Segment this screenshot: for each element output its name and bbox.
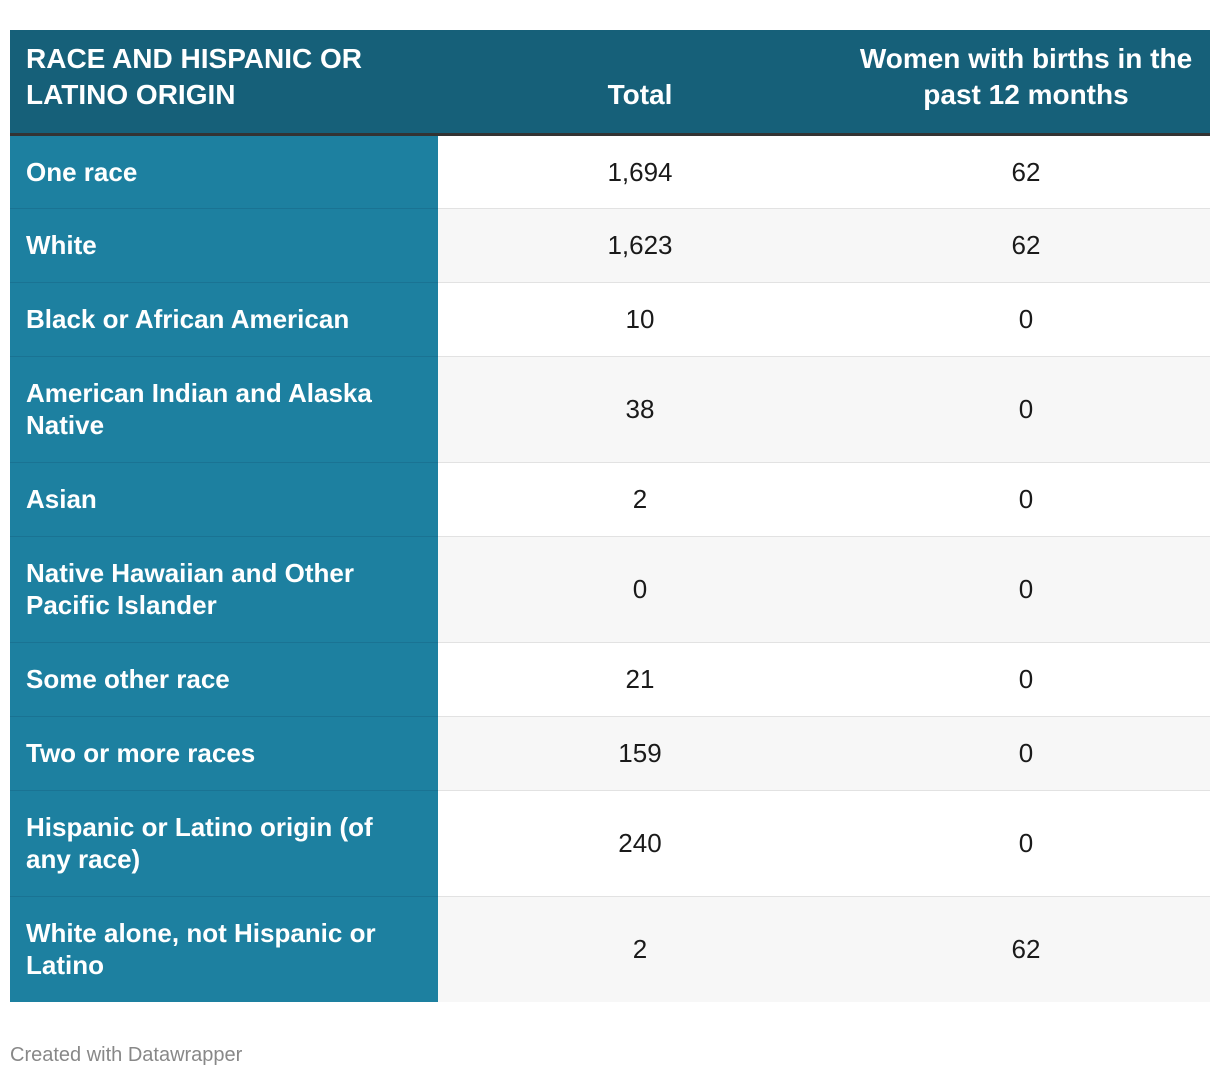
table-row: Two or more races 159 0 bbox=[10, 716, 1210, 791]
table-row: Some other race 21 0 bbox=[10, 642, 1210, 717]
total-cell: 1,694 bbox=[438, 134, 842, 209]
births-cell: 0 bbox=[842, 462, 1210, 537]
row-label: Asian bbox=[10, 462, 438, 537]
total-cell: 240 bbox=[438, 790, 842, 897]
row-label: Black or African American bbox=[10, 282, 438, 357]
row-label: Native Hawaiian and Other Pacific Island… bbox=[10, 536, 438, 643]
column-header-race[interactable]: RACE AND HISPANIC OR LATINO ORIGIN bbox=[10, 30, 438, 136]
row-label: American Indian and Alaska Native bbox=[10, 356, 438, 463]
births-cell: 0 bbox=[842, 282, 1210, 357]
table-row: American Indian and Alaska Native 38 0 bbox=[10, 356, 1210, 463]
total-cell: 38 bbox=[438, 356, 842, 463]
births-cell: 0 bbox=[842, 642, 1210, 717]
births-cell: 0 bbox=[842, 536, 1210, 643]
births-cell: 0 bbox=[842, 356, 1210, 463]
row-label: Two or more races bbox=[10, 716, 438, 791]
column-header-births[interactable]: Women with births in the past 12 months bbox=[842, 30, 1210, 136]
births-cell: 62 bbox=[842, 134, 1210, 209]
table-row: One race 1,694 62 bbox=[10, 134, 1210, 209]
row-label: Hispanic or Latino origin (of any race) bbox=[10, 790, 438, 897]
table-row: White 1,623 62 bbox=[10, 208, 1210, 283]
datawrapper-credit[interactable]: Created with Datawrapper bbox=[10, 1044, 243, 1066]
total-cell: 2 bbox=[438, 462, 842, 537]
column-header-total[interactable]: Total bbox=[438, 30, 842, 136]
row-label: One race bbox=[10, 134, 438, 209]
table-row: Native Hawaiian and Other Pacific Island… bbox=[10, 536, 1210, 643]
data-table: RACE AND HISPANIC OR LATINO ORIGIN Total… bbox=[10, 30, 1210, 1002]
total-cell: 0 bbox=[438, 536, 842, 643]
table-header-row: RACE AND HISPANIC OR LATINO ORIGIN Total… bbox=[10, 30, 1210, 136]
table-row: Black or African American 10 0 bbox=[10, 282, 1210, 357]
total-cell: 2 bbox=[438, 896, 842, 1002]
births-cell: 0 bbox=[842, 716, 1210, 791]
births-cell: 62 bbox=[842, 208, 1210, 283]
total-cell: 21 bbox=[438, 642, 842, 717]
births-cell: 0 bbox=[842, 790, 1210, 897]
row-label: White alone, not Hispanic or Latino bbox=[10, 896, 438, 1002]
row-label: Some other race bbox=[10, 642, 438, 717]
total-cell: 1,623 bbox=[438, 208, 842, 283]
table-row: Asian 2 0 bbox=[10, 462, 1210, 537]
total-cell: 159 bbox=[438, 716, 842, 791]
data-table-container: RACE AND HISPANIC OR LATINO ORIGIN Total… bbox=[10, 30, 1210, 1002]
row-label: White bbox=[10, 208, 438, 283]
table-row: Hispanic or Latino origin (of any race) … bbox=[10, 790, 1210, 897]
births-cell: 62 bbox=[842, 896, 1210, 1002]
table-row: White alone, not Hispanic or Latino 2 62 bbox=[10, 896, 1210, 1002]
total-cell: 10 bbox=[438, 282, 842, 357]
